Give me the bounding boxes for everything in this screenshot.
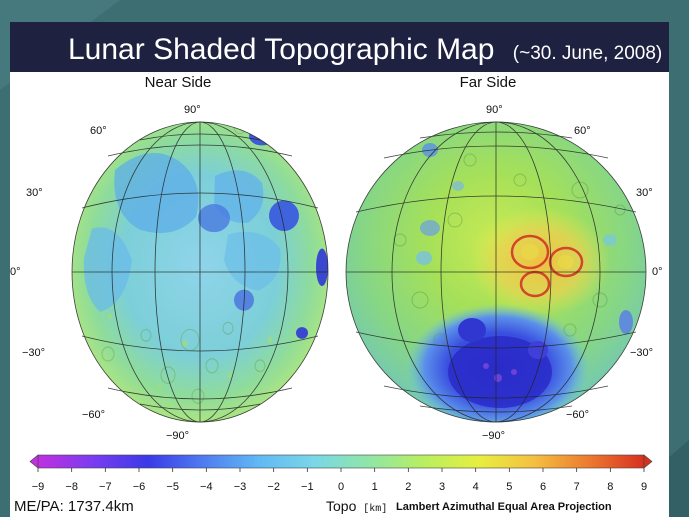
colorbar-min-arrow (29, 454, 39, 469)
mare-tranquillitatis (224, 231, 281, 291)
colorbar-tick-label: 0 (338, 481, 344, 493)
near-lat-0: 0° (10, 266, 21, 278)
near-side-globe (71, 121, 329, 423)
oceanus-procellarum (83, 227, 132, 312)
colorbar-tick-label: 8 (607, 481, 613, 493)
far-lat-90n: 90° (486, 104, 503, 116)
mare-crisium (269, 200, 299, 231)
colorbar-tick-label: −5 (166, 481, 179, 493)
colorbar-tick-label: 3 (439, 481, 445, 493)
colorbar-tick-label: −7 (99, 481, 112, 493)
radius-label: ME/PA: 1737.4km (14, 498, 134, 515)
far-lat-90s: −90° (482, 430, 505, 442)
colorbar-tick-label: −6 (133, 481, 146, 493)
near-lat-60n: 60° (90, 125, 107, 137)
far-lat-30n: 30° (636, 187, 653, 199)
near-side-title: Near Side (145, 74, 212, 91)
near-lat-90s: −90° (166, 430, 189, 442)
far-lat-30s: −30° (630, 347, 653, 359)
near-lat-90n: 90° (184, 104, 201, 116)
colorbar-max-arrow (643, 454, 653, 469)
projection-label: Lambert Azimuthal Equal Area Projection (396, 501, 612, 513)
page-title: Lunar Shaded Topographic Map (~30. June,… (68, 33, 662, 66)
near-lat-30s: −30° (22, 347, 45, 359)
far-lat-60n: 60° (574, 125, 591, 137)
colorbar-label: Topo [km] (326, 498, 387, 515)
colorbar-gradient (37, 454, 645, 469)
near-lat-30n: 30° (26, 187, 43, 199)
mare-imbrium (114, 153, 199, 234)
colorbar-tick-label: 6 (540, 481, 546, 493)
page-title-main: Lunar Shaded Topographic Map (68, 33, 494, 66)
topo-colorbar: −9 −8 −7 −6 −5 −4 −3 −2 −1 0 1 2 3 4 5 6 7 8 9 (29, 454, 653, 493)
far-side-title: Far Side (460, 74, 517, 91)
far-highlands (470, 207, 610, 317)
colorbar-tick-label: −3 (234, 481, 247, 493)
far-lat-0: 0° (652, 266, 663, 278)
colorbar-tick-label: 1 (372, 481, 378, 493)
far-lat-60s: −60° (566, 409, 589, 421)
colorbar-ticks: −9 −8 −7 −6 −5 −4 −3 −2 −1 0 1 2 3 4 5 6 7 8 9 (32, 468, 647, 493)
near-side-latitude-labels: 90° 60° 30° 0° −30° −60° −90° (10, 104, 201, 442)
colorbar-tick-label: −8 (65, 481, 78, 493)
colorbar-tick-label: 7 (574, 481, 580, 493)
far-side-latitude-labels: 90° 60° 30° 0° −30° −60° −90° (482, 104, 663, 442)
colorbar-quantity: Topo (326, 498, 357, 514)
colorbar-tick-label: −2 (267, 481, 280, 493)
colorbar-tick-label: 5 (506, 481, 512, 493)
colorbar-tick-label: 4 (473, 481, 479, 493)
colorbar-tick-label: 9 (641, 481, 647, 493)
colorbar-tick-label: −4 (200, 481, 213, 493)
far-side-globe (345, 121, 647, 423)
colorbar-unit: [km] (363, 503, 387, 515)
near-lat-60s: −60° (82, 409, 105, 421)
colorbar-tick-label: 2 (405, 481, 411, 493)
colorbar-tick-label: −9 (32, 481, 45, 493)
colorbar-tick-label: −1 (301, 481, 314, 493)
page-title-date: (~30. June, 2008) (513, 43, 662, 64)
title-bar (10, 22, 669, 72)
